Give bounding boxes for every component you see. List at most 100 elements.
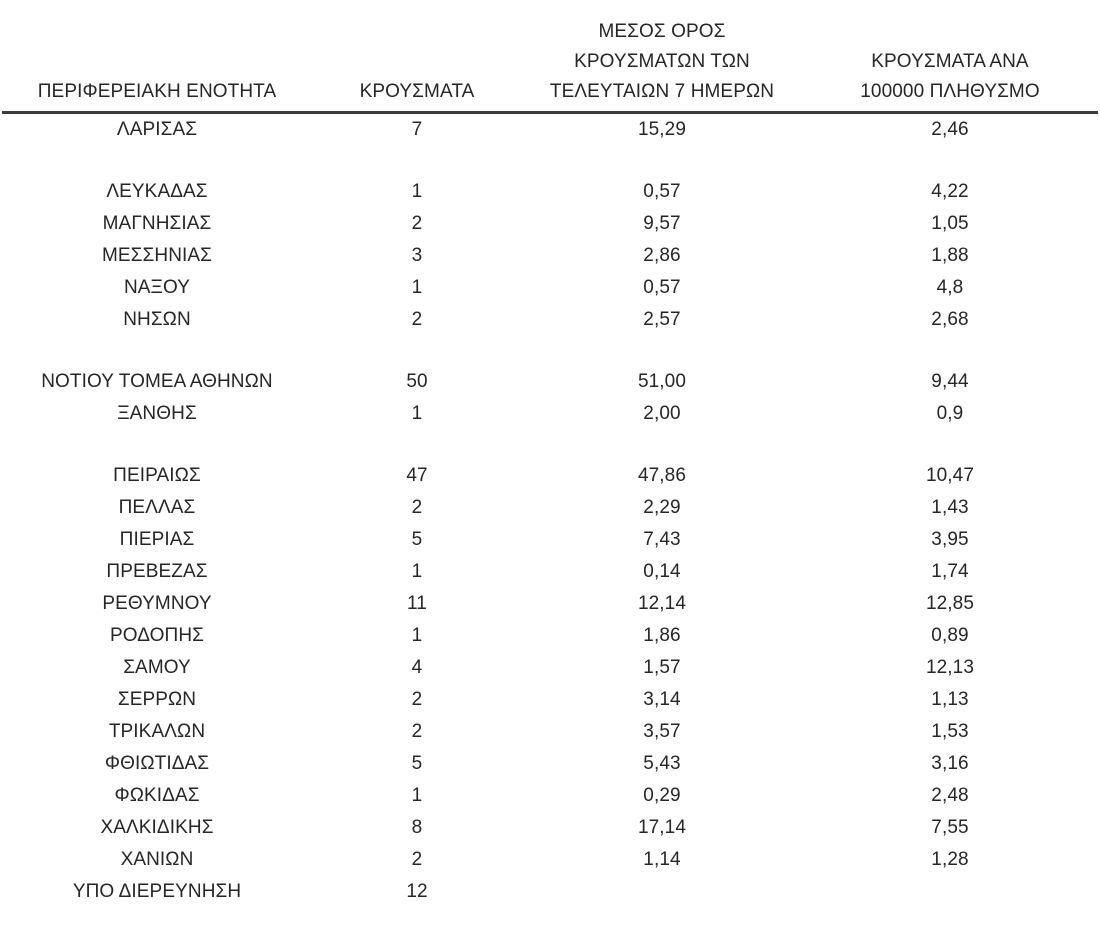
cases-cell: 2 [411, 720, 423, 742]
header-avg7: ΜΕΣΟΣ ΟΡΟΣ ΚΡΟΥΣΜΑΤΩΝ ΤΩΝ ΤΕΛΕΥΤΑΙΩΝ 7 Η… [522, 0, 802, 114]
table-row: ΣΑΜΟΥ 4 1,57 12,13 [2, 652, 1098, 684]
cases-cell: 2 [411, 496, 423, 518]
cases-cell: 5 [411, 752, 423, 774]
cases-cell: 2 [411, 688, 423, 710]
table-row: ΝΑΞΟΥ 1 0,57 4,8 [2, 272, 1098, 304]
region-cell: ΛΑΡΙΣΑΣ [116, 118, 198, 140]
spacer-cell [2, 146, 1098, 176]
avg7-cell: 3,57 [643, 720, 681, 742]
avg7-cell: 2,00 [643, 402, 681, 424]
cases-cell: 12 [406, 880, 428, 902]
spacer-row [2, 146, 1098, 176]
table-row: ΠΙΕΡΙΑΣ 5 7,43 3,95 [2, 524, 1098, 556]
region-cell: ΝΑΞΟΥ [123, 276, 191, 298]
avg7-cell: 0,14 [643, 560, 681, 582]
region-cell: ΧΑΛΚΙΔΙΚΗΣ [100, 816, 214, 838]
region-cell: ΝΗΣΩΝ [123, 308, 191, 330]
table-header: ΠΕΡΙΦΕΡΕΙΑΚΗ ΕΝΟΤΗΤΑ ΚΡΟΥΣΜΑΤΑ ΜΕΣΟΣ ΟΡΟ… [2, 0, 1098, 114]
avg7-cell [522, 876, 802, 908]
region-cell: ΡΕΘΥΜΝΟΥ [102, 592, 212, 614]
per100k-cell: 1,43 [931, 496, 969, 518]
region-cell: ΦΘΙΩΤΙΔΑΣ [104, 752, 210, 774]
table-row: ΤΡΙΚΑΛΩΝ 2 3,57 1,53 [2, 716, 1098, 748]
per100k-cell: 10,47 [925, 464, 975, 486]
per100k-cell: 1,05 [931, 212, 969, 234]
region-cell: ΠΡΕΒΕΖΑΣ [106, 560, 208, 582]
covid-cases-table: ΠΕΡΙΦΕΡΕΙΑΚΗ ΕΝΟΤΗΤΑ ΚΡΟΥΣΜΑΤΑ ΜΕΣΟΣ ΟΡΟ… [2, 0, 1098, 908]
avg7-cell: 3,14 [643, 688, 681, 710]
avg7-cell: 5,43 [643, 752, 681, 774]
region-cell: ΜΕΣΣΗΝΙΑΣ [101, 244, 213, 266]
table-row: ΡΟΔΟΠΗΣ 1 1,86 0,89 [2, 620, 1098, 652]
region-cell: ΠΕΙΡΑΙΩΣ [113, 464, 201, 486]
per100k-cell: 2,46 [931, 118, 969, 140]
cases-cell: 7 [411, 118, 423, 140]
cases-cell: 1 [411, 624, 423, 646]
cases-cell: 47 [406, 464, 428, 486]
region-cell: ΧΑΝΙΩΝ [120, 848, 194, 870]
per100k-cell: 2,68 [931, 308, 969, 330]
region-cell: ΛΕΥΚΑΔΑΣ [106, 180, 208, 202]
table-row: ΠΡΕΒΕΖΑΣ 1 0,14 1,74 [2, 556, 1098, 588]
per100k-cell: 7,55 [931, 816, 969, 838]
table-row: ΠΕΛΛΑΣ 2 2,29 1,43 [2, 492, 1098, 524]
header-avg7-line3: ΤΕΛΕΥΤΑΙΩΝ 7 ΗΜΕΡΩΝ [549, 80, 775, 102]
avg7-cell: 7,43 [643, 528, 681, 550]
spacer-row [2, 430, 1098, 460]
avg7-cell: 51,00 [637, 370, 687, 392]
per100k-cell: 9,44 [931, 370, 969, 392]
table-row: ΧΑΛΚΙΔΙΚΗΣ 8 17,14 7,55 [2, 812, 1098, 844]
cases-cell: 3 [411, 244, 423, 266]
per100k-cell: 2,48 [931, 784, 969, 806]
cases-cell: 50 [406, 370, 428, 392]
avg7-cell: 1,86 [643, 624, 681, 646]
avg7-cell: 12,14 [637, 592, 687, 614]
header-per100k: ΚΡΟΥΣΜΑΤΑ ΑΝΑ 100000 ΠΛΗΘΥΣΜΟ [802, 0, 1098, 114]
per100k-cell: 3,95 [931, 528, 969, 550]
avg7-cell: 9,57 [643, 212, 681, 234]
table-row: ΣΕΡΡΩΝ 2 3,14 1,13 [2, 684, 1098, 716]
table-row: ΞΑΝΘΗΣ 1 2,00 0,9 [2, 398, 1098, 430]
region-cell: ΣΑΜΟΥ [123, 656, 191, 678]
per100k-cell: 1,28 [931, 848, 969, 870]
spacer-cell [2, 336, 1098, 366]
table-body: ΛΑΡΙΣΑΣ 7 15,29 2,46 ΛΕΥΚΑΔΑΣ 1 0,57 4,22 ΜΑΓΝΗΣ… [2, 112, 1098, 908]
table-row: ΥΠΟ ΔΙΕΡΕΥΝΗΣΗ 12 [2, 876, 1098, 908]
cases-cell: 1 [411, 276, 423, 298]
avg7-cell: 1,14 [643, 848, 681, 870]
table-row: ΜΑΓΝΗΣΙΑΣ 2 9,57 1,05 [2, 208, 1098, 240]
header-per100k-line1: ΚΡΟΥΣΜΑΤΑ ΑΝΑ [871, 50, 1029, 72]
avg7-cell: 0,57 [643, 180, 681, 202]
table-row: ΝΟΤΙΟΥ ΤΟΜΕΑ ΑΘΗΝΩΝ 50 51,00 9,44 [2, 366, 1098, 398]
table-row: ΠΕΙΡΑΙΩΣ 47 47,86 10,47 [2, 460, 1098, 492]
table-row: ΦΩΚΙΔΑΣ 1 0,29 2,48 [2, 780, 1098, 812]
region-cell: ΠΙΕΡΙΑΣ [119, 528, 195, 550]
table-row: ΝΗΣΩΝ 2 2,57 2,68 [2, 304, 1098, 336]
header-row: ΠΕΡΙΦΕΡΕΙΑΚΗ ΕΝΟΤΗΤΑ ΚΡΟΥΣΜΑΤΑ ΜΕΣΟΣ ΟΡΟ… [2, 0, 1098, 114]
cases-cell: 8 [411, 816, 423, 838]
region-cell: ΞΑΝΘΗΣ [117, 402, 197, 424]
region-cell: ΜΑΓΝΗΣΙΑΣ [102, 212, 212, 234]
header-cases-label: ΚΡΟΥΣΜΑΤΑ [359, 80, 475, 102]
table-row: ΛΑΡΙΣΑΣ 7 15,29 2,46 [2, 112, 1098, 146]
per100k-cell [802, 876, 1098, 908]
cases-cell: 2 [411, 212, 423, 234]
per100k-cell: 4,8 [936, 276, 964, 298]
avg7-cell: 1,57 [643, 656, 681, 678]
region-cell: ΦΩΚΙΔΑΣ [114, 784, 200, 806]
cases-cell: 4 [411, 656, 423, 678]
table-row: ΧΑΝΙΩΝ 2 1,14 1,28 [2, 844, 1098, 876]
per100k-cell: 0,9 [936, 402, 964, 424]
per100k-cell: 1,53 [931, 720, 969, 742]
table-row: ΜΕΣΣΗΝΙΑΣ 3 2,86 1,88 [2, 240, 1098, 272]
table-row: ΡΕΘΥΜΝΟΥ 11 12,14 12,85 [2, 588, 1098, 620]
header-avg7-line2: ΚΡΟΥΣΜΑΤΩΝ ΤΩΝ [574, 50, 750, 72]
cases-cell: 2 [411, 308, 423, 330]
header-region: ΠΕΡΙΦΕΡΕΙΑΚΗ ΕΝΟΤΗΤΑ [2, 0, 312, 114]
cases-cell: 1 [411, 402, 423, 424]
region-cell: ΤΡΙΚΑΛΩΝ [108, 720, 206, 742]
per100k-cell: 12,13 [925, 656, 975, 678]
per100k-cell: 1,74 [931, 560, 969, 582]
cases-cell: 2 [411, 848, 423, 870]
